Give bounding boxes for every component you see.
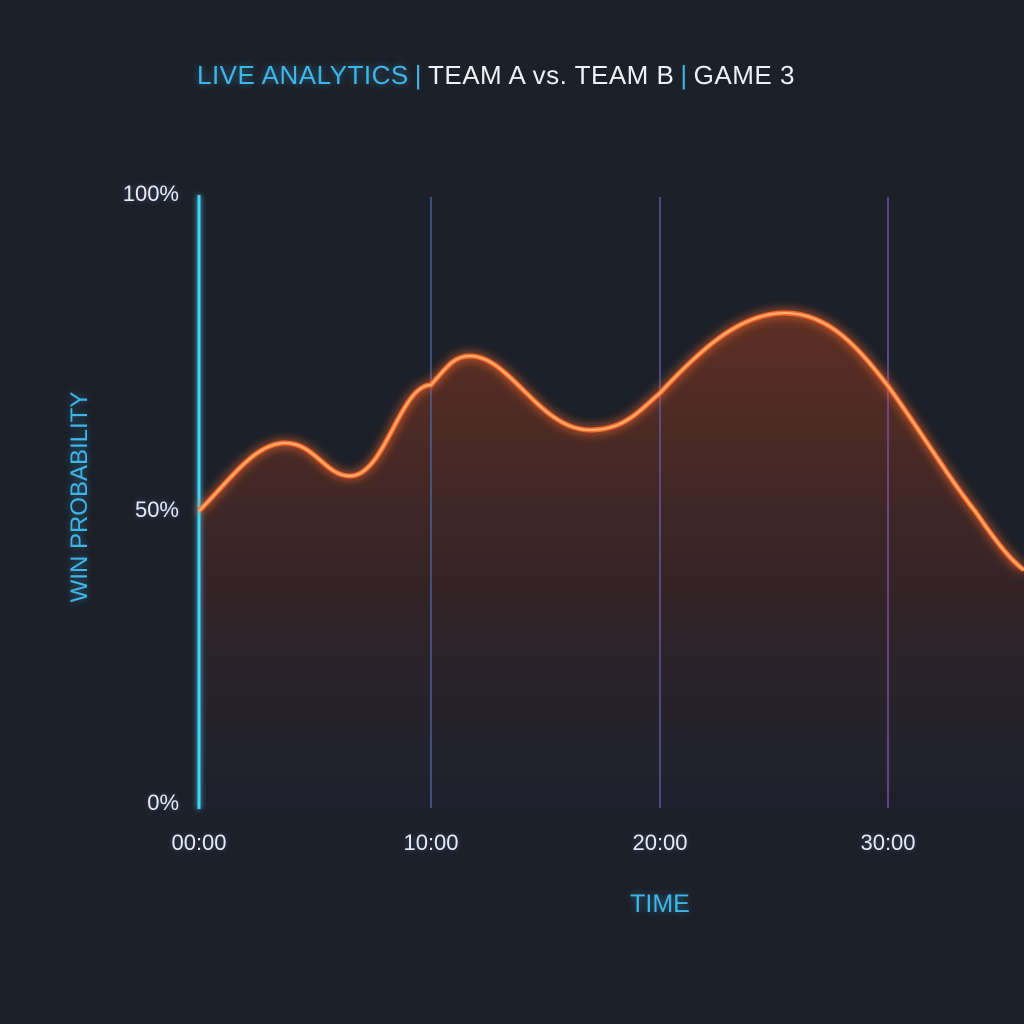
y-tick-0: 0% — [147, 790, 179, 815]
y-tick-100: 100% — [122, 181, 179, 206]
x-tick-20: 20:00 — [632, 830, 688, 855]
x-axis-label: TIME — [630, 890, 690, 918]
title-separator: | — [680, 60, 688, 90]
x-tick-10: 10:00 — [403, 830, 459, 855]
title-match: TEAM A vs. TEAM B — [427, 60, 675, 90]
title-game: GAME 3 — [693, 60, 795, 90]
y-tick-50: 50% — [134, 497, 179, 522]
y-axis-label: WIN PROBABILITY — [66, 391, 93, 603]
area-fill — [199, 313, 1024, 808]
grid-lines — [199, 196, 1024, 808]
x-tick-30: 30:00 — [860, 830, 916, 855]
chart-title: LIVE ANALYTICS | TEAM A vs. TEAM B | GAME 3 — [197, 60, 795, 91]
title-live-analytics: LIVE ANALYTICS — [197, 60, 409, 90]
x-tick-0: 00:00 — [171, 830, 227, 855]
win-probability-line-core — [198, 311, 1024, 571]
title-separator: | — [414, 60, 422, 90]
axes — [197, 195, 1024, 810]
